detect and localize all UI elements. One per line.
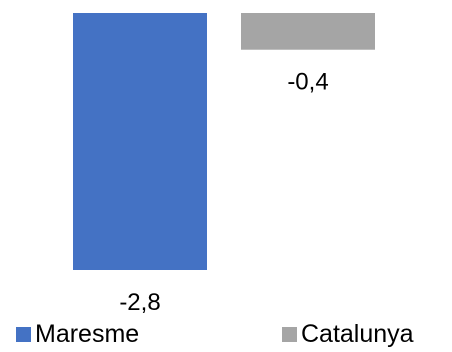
bar-catalunya: [241, 13, 375, 50]
data-label-maresme: -2,8: [119, 289, 160, 314]
legend-item-maresme: Maresme: [16, 320, 139, 348]
legend-label-catalunya: Catalunya: [301, 320, 414, 348]
bar-chart: -2,8 -0,4: [73, 13, 375, 314]
bar-maresme: [73, 13, 207, 270]
legend-label-maresme: Maresme: [35, 320, 140, 348]
legend-swatch-maresme: [16, 326, 31, 342]
legend-item-catalunya: Catalunya: [282, 320, 414, 348]
legend-swatch-catalunya: [282, 326, 297, 342]
data-label-catalunya: -0,4: [287, 69, 328, 96]
chart-legend: Maresme Catalunya: [0, 314, 452, 352]
